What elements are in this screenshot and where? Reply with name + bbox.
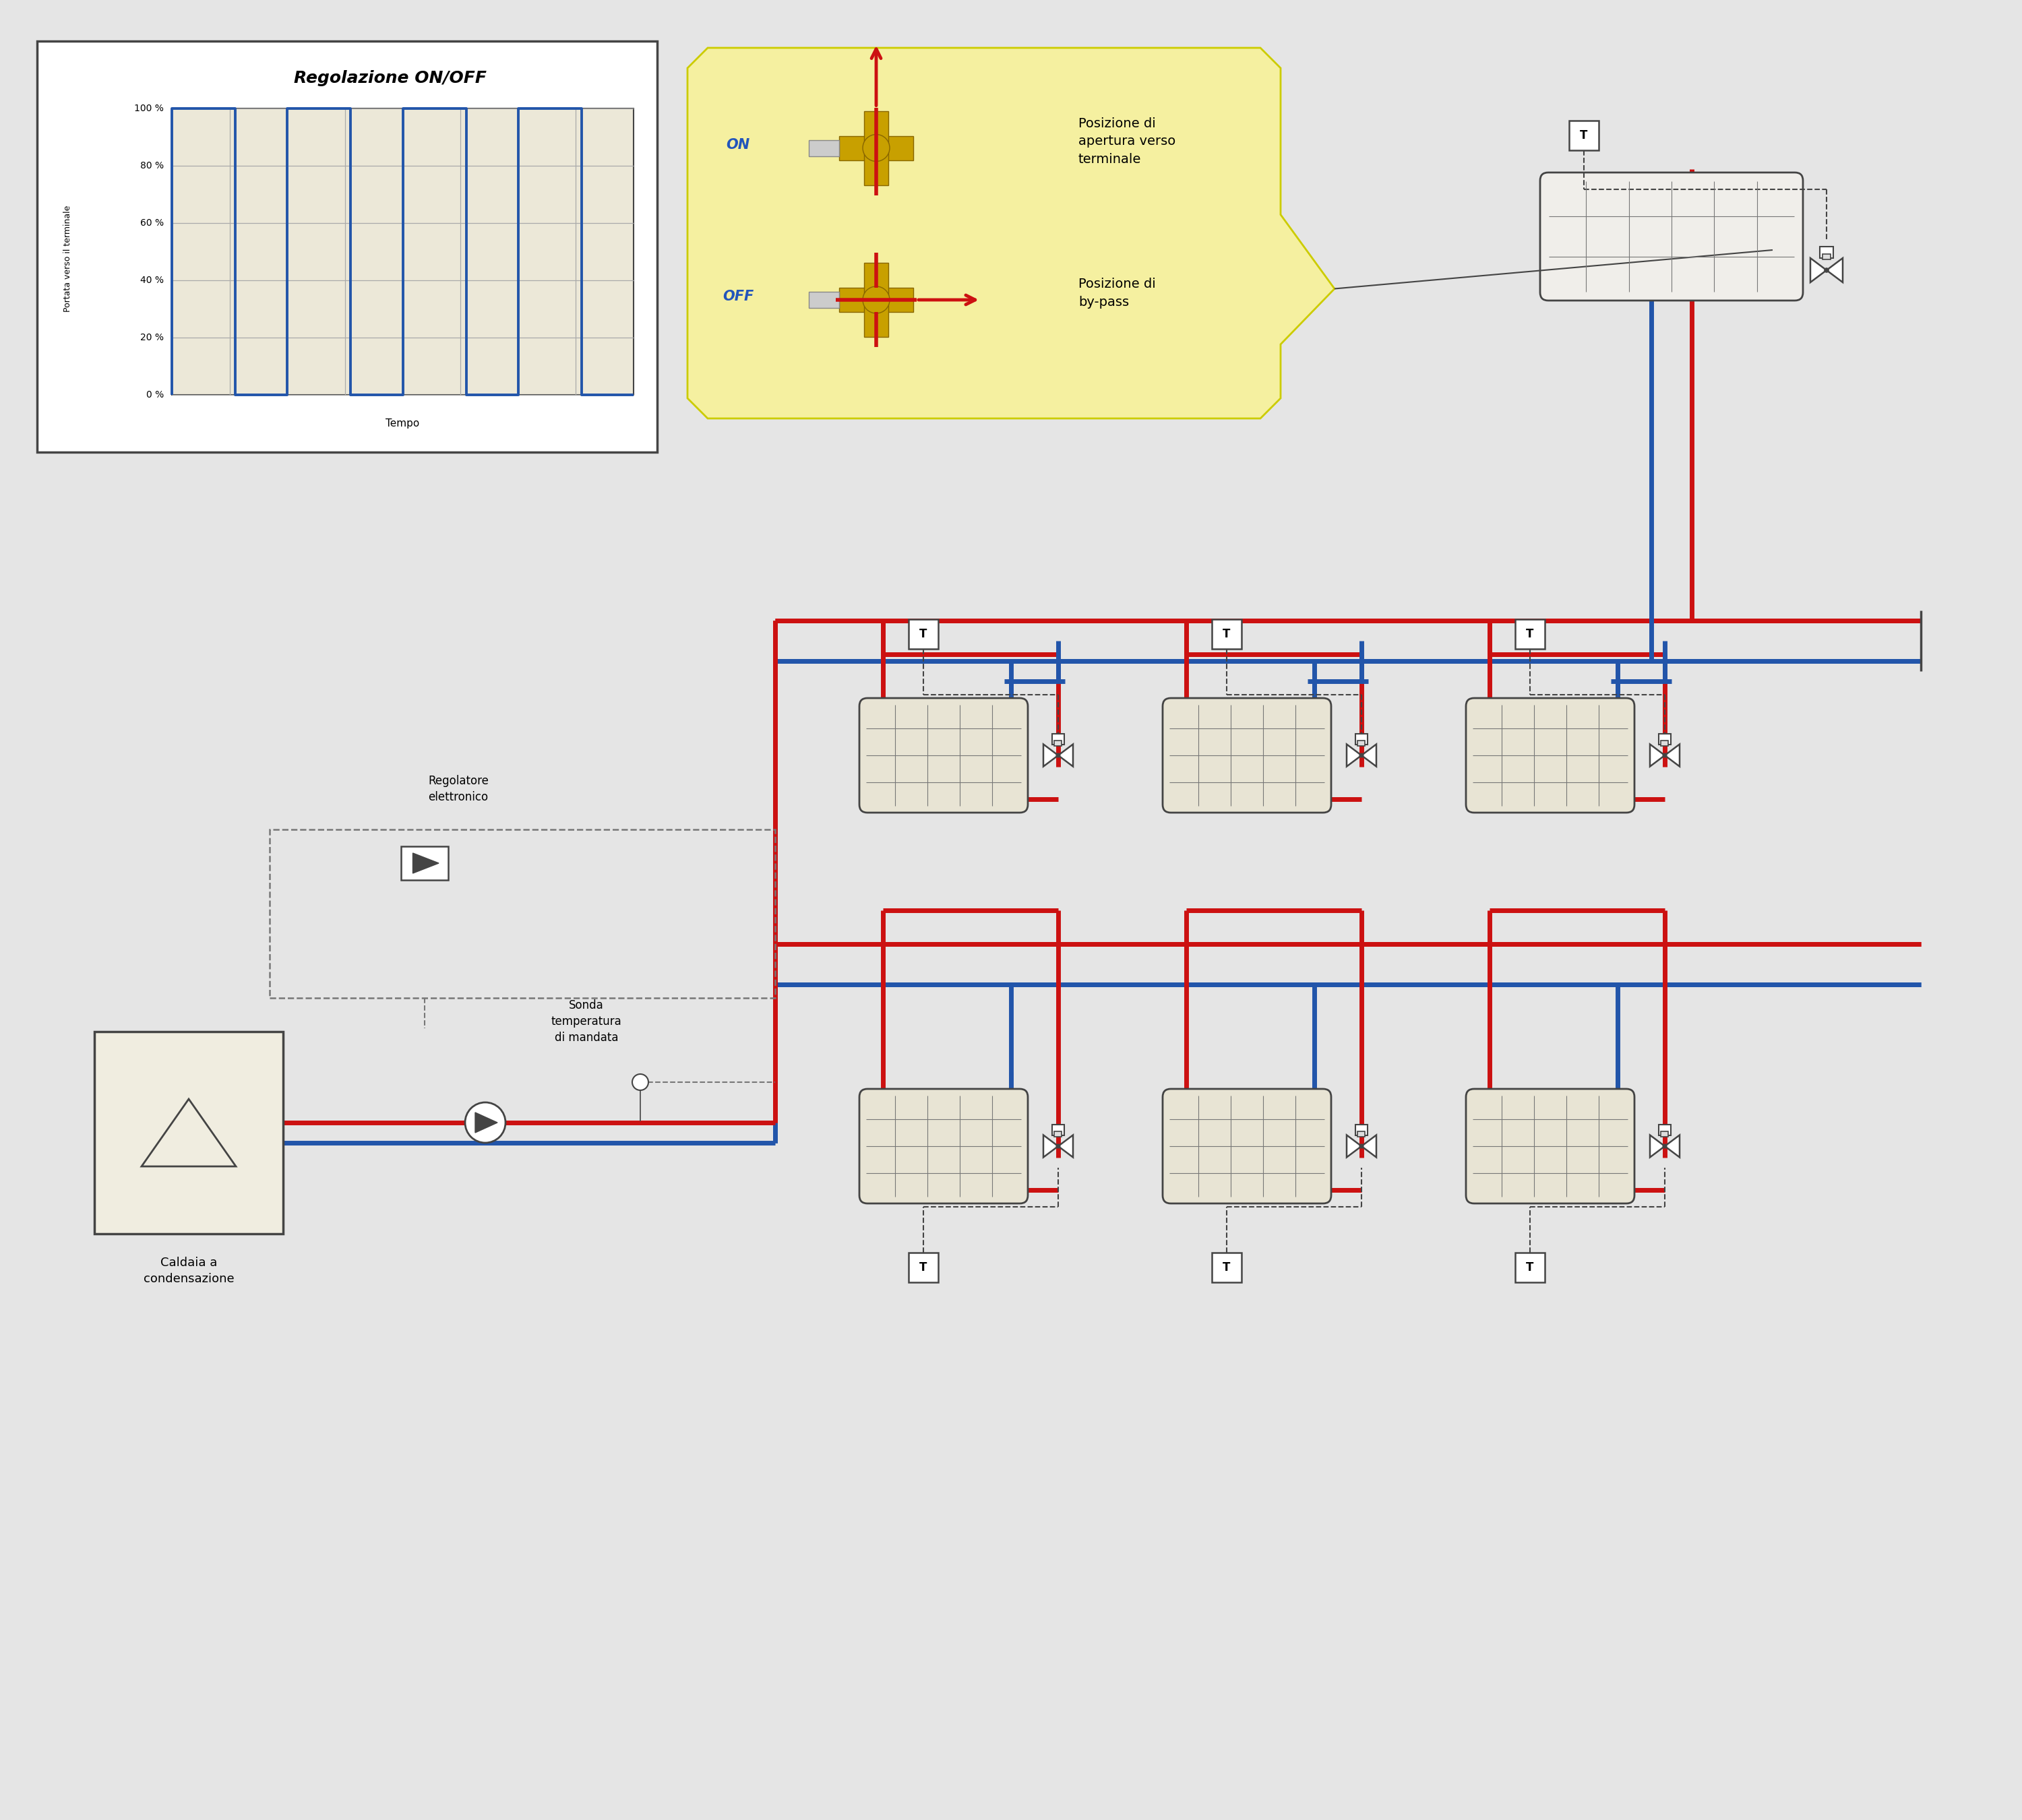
Text: Posizione di
apertura verso
terminale: Posizione di apertura verso terminale xyxy=(1078,116,1175,166)
Bar xyxy=(1660,741,1668,746)
Text: Regolatore
elettronico: Regolatore elettronico xyxy=(429,775,489,803)
Bar xyxy=(1051,733,1064,744)
Bar xyxy=(95,1032,283,1234)
Text: 100 %: 100 % xyxy=(133,104,164,113)
Polygon shape xyxy=(1361,1136,1377,1158)
Bar xyxy=(908,619,938,650)
Circle shape xyxy=(1055,1145,1060,1148)
FancyBboxPatch shape xyxy=(1163,1088,1330,1203)
Bar xyxy=(1514,1252,1545,1283)
Polygon shape xyxy=(1347,1136,1361,1158)
Bar xyxy=(839,288,914,311)
Text: 80 %: 80 % xyxy=(140,160,164,171)
Polygon shape xyxy=(1347,744,1361,766)
Circle shape xyxy=(1662,1145,1666,1148)
Bar xyxy=(809,140,839,157)
Bar xyxy=(1053,741,1062,746)
Bar xyxy=(1053,1132,1062,1136)
Circle shape xyxy=(1055,753,1060,757)
Polygon shape xyxy=(1664,1136,1680,1158)
FancyBboxPatch shape xyxy=(1466,699,1634,814)
FancyBboxPatch shape xyxy=(1541,173,1804,300)
Circle shape xyxy=(633,1074,649,1090)
Polygon shape xyxy=(687,47,1335,419)
Bar xyxy=(400,846,449,881)
Circle shape xyxy=(1824,268,1828,273)
Bar xyxy=(1660,1132,1668,1136)
Polygon shape xyxy=(1810,258,1826,282)
Circle shape xyxy=(1662,753,1666,757)
Text: T: T xyxy=(1223,628,1231,641)
Bar xyxy=(1514,619,1545,650)
Bar xyxy=(863,262,888,337)
Text: T: T xyxy=(1527,628,1535,641)
Text: Regolazione ON/OFF: Regolazione ON/OFF xyxy=(293,69,487,86)
Polygon shape xyxy=(1043,744,1058,766)
Bar xyxy=(1357,741,1365,746)
Bar xyxy=(1355,1125,1367,1136)
Circle shape xyxy=(465,1103,506,1143)
Bar xyxy=(908,1252,938,1283)
Text: OFF: OFF xyxy=(722,289,754,304)
Bar xyxy=(1357,1132,1365,1136)
Bar xyxy=(809,291,839,308)
Bar xyxy=(1051,1125,1064,1136)
Text: 40 %: 40 % xyxy=(140,275,164,286)
Circle shape xyxy=(1359,1145,1363,1148)
Text: ON: ON xyxy=(726,138,750,151)
Circle shape xyxy=(863,286,890,313)
FancyBboxPatch shape xyxy=(1163,699,1330,814)
Polygon shape xyxy=(1664,744,1680,766)
Polygon shape xyxy=(1650,1136,1664,1158)
Text: Portata verso il terminale: Portata verso il terminale xyxy=(63,206,73,313)
Text: 0 %: 0 % xyxy=(146,389,164,400)
Polygon shape xyxy=(475,1112,497,1132)
Text: 60 %: 60 % xyxy=(140,218,164,228)
Bar xyxy=(1211,619,1242,650)
Circle shape xyxy=(1359,753,1363,757)
Text: 20 %: 20 % xyxy=(140,333,164,342)
Polygon shape xyxy=(1650,744,1664,766)
Text: T: T xyxy=(1527,1261,1535,1274)
Text: Caldaia a
condensazione: Caldaia a condensazione xyxy=(144,1258,235,1285)
Polygon shape xyxy=(1043,1136,1058,1158)
Text: T: T xyxy=(1223,1261,1231,1274)
FancyBboxPatch shape xyxy=(859,1088,1027,1203)
Polygon shape xyxy=(1826,258,1842,282)
FancyBboxPatch shape xyxy=(1466,1088,1634,1203)
Text: Tempo: Tempo xyxy=(386,419,421,428)
Bar xyxy=(1658,733,1670,744)
Bar xyxy=(172,109,633,395)
Bar xyxy=(1658,1125,1670,1136)
Bar xyxy=(36,42,657,451)
Polygon shape xyxy=(1361,744,1377,766)
Polygon shape xyxy=(412,854,439,874)
Text: T: T xyxy=(920,1261,928,1274)
FancyBboxPatch shape xyxy=(859,699,1027,814)
Text: T: T xyxy=(920,628,928,641)
Bar xyxy=(1820,248,1834,258)
Bar xyxy=(863,111,888,186)
Text: Sonda
temperatura
di mandata: Sonda temperatura di mandata xyxy=(552,999,621,1043)
Text: T: T xyxy=(1579,129,1587,142)
Bar xyxy=(839,136,914,160)
Circle shape xyxy=(863,135,890,162)
Bar xyxy=(269,830,774,997)
Bar xyxy=(1355,733,1367,744)
Bar xyxy=(1822,255,1830,260)
Polygon shape xyxy=(1058,1136,1074,1158)
Text: Posizione di
by-pass: Posizione di by-pass xyxy=(1078,278,1157,308)
Bar xyxy=(1211,1252,1242,1283)
Bar xyxy=(1569,120,1599,151)
Polygon shape xyxy=(1058,744,1074,766)
